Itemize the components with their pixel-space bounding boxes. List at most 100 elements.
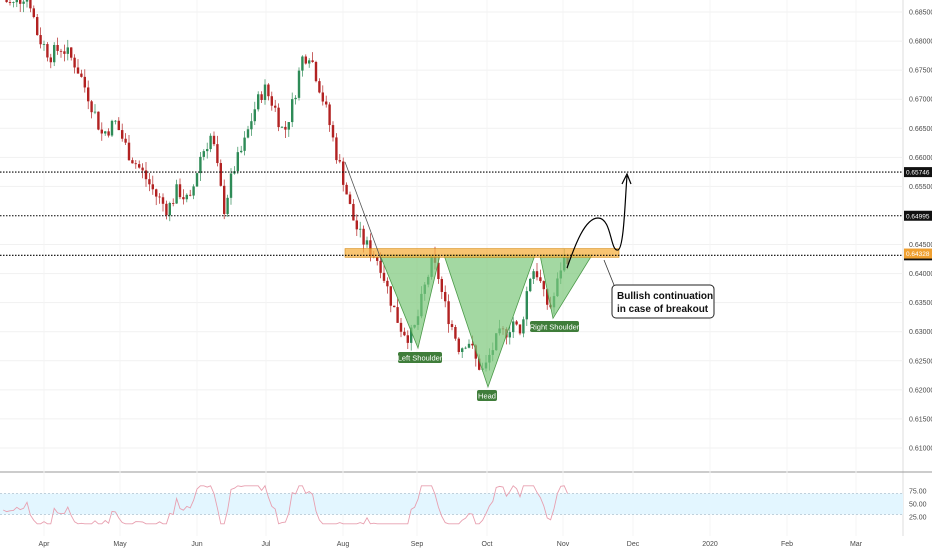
rsi-tick-label: 25.00	[909, 515, 927, 522]
candle-body	[206, 149, 209, 152]
candle-body	[104, 131, 107, 134]
candle-body	[311, 60, 314, 63]
month-tick-label: May	[113, 541, 127, 548]
candle-body	[471, 343, 474, 346]
candle-body	[141, 167, 144, 171]
price-axis: 0.68500 0.68000 0.67500 0.67000 0.66500 0.660…	[909, 10, 932, 453]
candle-body	[76, 67, 80, 74]
candle-body	[202, 151, 205, 157]
candle-body	[66, 47, 69, 54]
last-price-badge	[904, 248, 932, 259]
candle-body	[223, 185, 226, 214]
callout-box: Bullish continuation in case of breakout	[603, 259, 715, 319]
candle-body	[535, 271, 539, 278]
right-shoulder-label: Right Shoulder	[530, 321, 580, 332]
candle-body	[342, 161, 345, 185]
level-badge	[904, 210, 932, 221]
candle-body	[87, 87, 90, 102]
candle-body	[335, 137, 338, 161]
candle-body	[185, 194, 188, 200]
candle-body	[467, 343, 471, 348]
candle-body	[474, 345, 477, 359]
candle-body	[178, 184, 182, 198]
candle-body	[464, 347, 467, 349]
candle-body	[209, 135, 212, 150]
candle-body	[25, 0, 29, 2]
candle-body	[192, 186, 195, 196]
candle-body	[362, 228, 365, 245]
candle-body	[297, 70, 301, 98]
candle-body	[15, 0, 18, 3]
candle-body	[70, 47, 73, 58]
candle-body	[39, 35, 42, 45]
candle-body	[518, 324, 522, 334]
candle-body	[274, 105, 277, 108]
candle-body	[267, 84, 270, 97]
candle-body	[216, 144, 219, 164]
month-tick-label: Mar	[850, 541, 863, 548]
candle-body	[53, 44, 56, 63]
price-tick-label: 0.66500	[909, 126, 932, 133]
month-tick-label: Jul	[262, 541, 271, 548]
candle-body	[32, 8, 35, 18]
candle-body	[46, 44, 49, 58]
month-tick-label: Aug	[337, 541, 350, 548]
candle-body	[454, 327, 457, 339]
price-tick-label: 0.62000	[909, 387, 932, 394]
candle-body	[359, 228, 362, 230]
candle-body	[56, 44, 59, 51]
candle-body	[512, 321, 515, 333]
price-tick-label: 0.64500	[909, 242, 932, 249]
rsi-tick-label: 50.00	[909, 502, 927, 509]
candle-body	[325, 101, 328, 105]
candle-body	[63, 51, 66, 54]
candle-body	[151, 184, 154, 190]
time-axis: Apr May Jun Jul Aug Sep Oct Nov Dec 2020 Feb Mar	[39, 541, 863, 548]
candle-body	[236, 152, 239, 172]
candle-body	[379, 260, 382, 273]
candle-body	[250, 121, 253, 130]
price-tick-label: 0.67000	[909, 97, 932, 104]
candle-body	[399, 322, 403, 332]
price-tick-label: 0.68000	[909, 39, 932, 46]
candle-body	[257, 94, 260, 110]
neckline-zone	[344, 248, 620, 258]
right-shoulder-text: Right Shoulder	[530, 323, 580, 332]
candle-body	[8, 2, 12, 3]
price-tick-label: 0.63500	[909, 300, 932, 307]
candle-body	[212, 135, 216, 145]
candle-body	[437, 262, 440, 280]
candle-body	[270, 96, 273, 106]
candle-body	[12, 2, 15, 3]
candle-body	[5, 0, 8, 3]
candle-body	[345, 184, 348, 195]
price-tick-label: 0.62500	[909, 358, 932, 365]
candle-body	[161, 197, 165, 204]
rsi-pane: 75.00 50.00 25.00	[0, 484, 927, 525]
candle-body	[263, 84, 267, 100]
candle-body	[165, 203, 168, 216]
callout-line-2: in case of breakout	[617, 304, 709, 315]
candle-body	[338, 160, 341, 162]
candle-body	[182, 197, 185, 200]
candle-body	[19, 0, 22, 4]
month-tick-label: Apr	[39, 541, 51, 548]
price-tick-label: 0.61000	[909, 446, 932, 453]
candle-body	[396, 307, 399, 323]
downtrend-line	[344, 161, 383, 263]
month-tick-label: Feb	[781, 541, 793, 548]
candle-body	[284, 126, 287, 130]
candle-body	[29, 0, 32, 9]
last-price-label: 0.64328	[906, 251, 930, 258]
pattern-overlay	[344, 248, 620, 389]
candle-body	[308, 60, 311, 64]
price-tick-label: 0.68500	[909, 10, 932, 17]
candle-body	[80, 73, 83, 77]
projected-path-arrow	[566, 172, 632, 269]
month-tick-label: 2020	[702, 541, 718, 548]
candle-body	[478, 358, 481, 370]
candle-body	[148, 179, 151, 185]
